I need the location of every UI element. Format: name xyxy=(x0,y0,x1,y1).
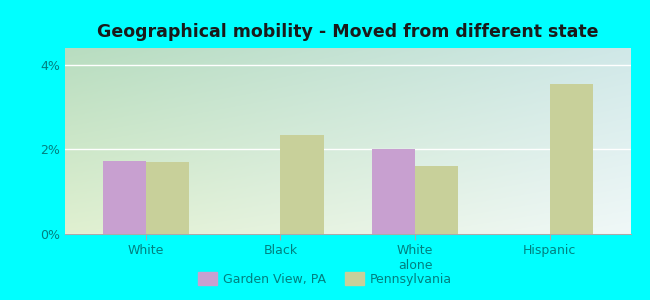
Bar xyxy=(550,84,593,234)
Bar xyxy=(146,162,189,234)
Bar xyxy=(372,149,415,234)
Title: Geographical mobility - Moved from different state: Geographical mobility - Moved from diffe… xyxy=(97,23,599,41)
Bar xyxy=(103,161,146,234)
Legend: Garden View, PA, Pennsylvania: Garden View, PA, Pennsylvania xyxy=(193,267,457,291)
Bar xyxy=(280,135,324,234)
Bar xyxy=(415,166,458,234)
